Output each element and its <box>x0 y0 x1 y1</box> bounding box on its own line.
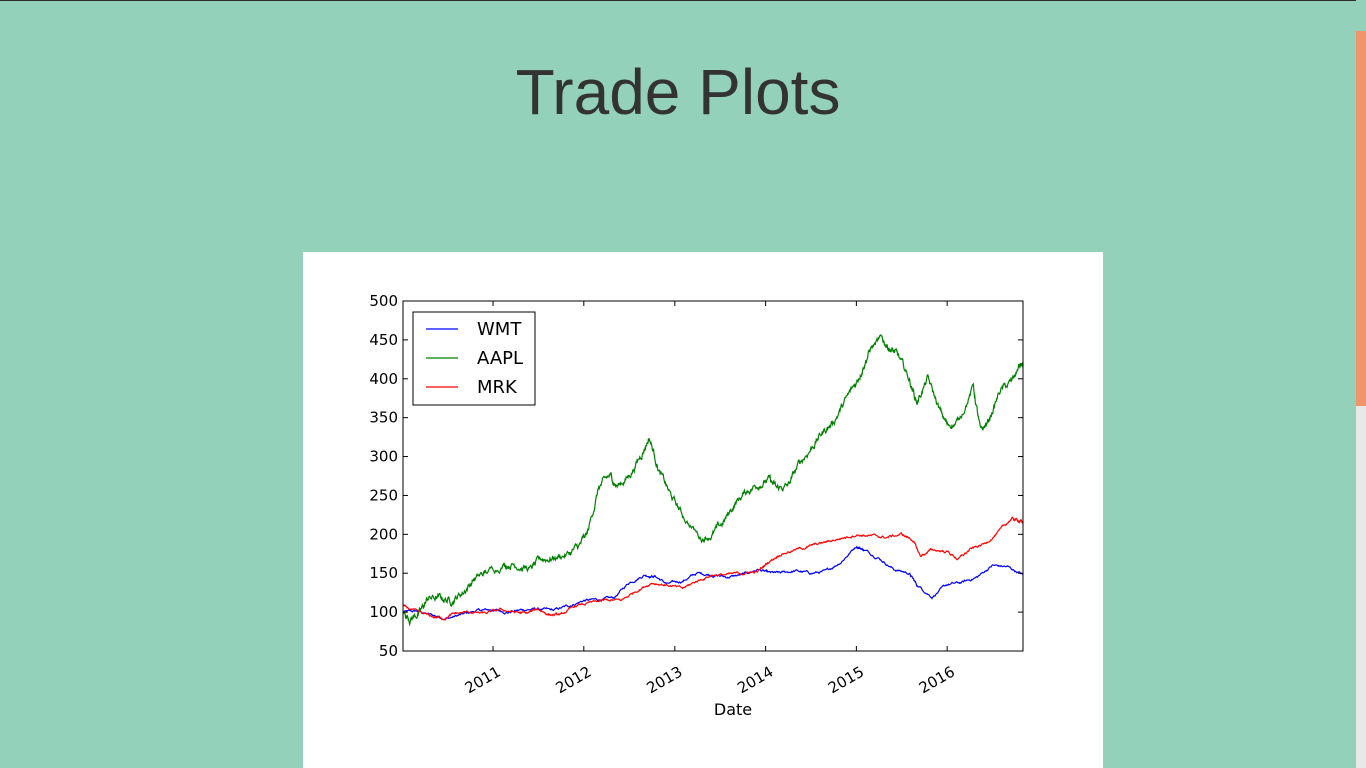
x-tick-label: 2016 <box>916 663 958 698</box>
series-line-mrk <box>402 516 1024 621</box>
chart-card: 50 100 150 200 250 300 350 400 450 500 2011 2012 201… <box>303 252 1103 768</box>
x-tick-label: 2011 <box>462 663 504 698</box>
legend-label-aapl: AAPL <box>477 348 523 369</box>
legend-label-wmt: WMT <box>477 319 522 340</box>
y-tick-label: 200 <box>369 525 398 543</box>
y-tick-label: 350 <box>369 409 398 427</box>
y-tick-label: 150 <box>369 564 398 582</box>
page-title: Trade Plots <box>515 56 841 128</box>
series-line-wmt <box>402 545 1024 621</box>
x-tick-label: 2015 <box>825 663 867 698</box>
y-tick-label: 250 <box>369 486 398 504</box>
series-line-aapl <box>402 334 1024 627</box>
x-tick-label: 2012 <box>552 663 594 698</box>
y-tick-label: 450 <box>369 331 398 349</box>
scrollbar-thumb[interactable] <box>1356 31 1366 406</box>
y-tick-label: 50 <box>379 642 398 660</box>
y-tick-label: 500 <box>369 292 398 310</box>
legend-box <box>412 311 536 406</box>
x-axis-label: Date <box>714 700 752 719</box>
x-tick-label: 2014 <box>734 663 776 698</box>
plot-frame <box>402 300 1024 652</box>
y-tick-label: 100 <box>369 603 398 621</box>
y-tick-label: 300 <box>369 448 398 466</box>
scrollbar-track-lower[interactable] <box>1356 406 1366 768</box>
line-chart: 50 100 150 200 250 300 350 400 450 500 2011 2012 201… <box>369 292 1024 719</box>
y-tick-label: 400 <box>369 370 398 388</box>
window-top-border <box>0 0 1366 1</box>
x-tick-label: 2013 <box>644 663 686 698</box>
legend-label-mrk: MRK <box>477 377 518 398</box>
